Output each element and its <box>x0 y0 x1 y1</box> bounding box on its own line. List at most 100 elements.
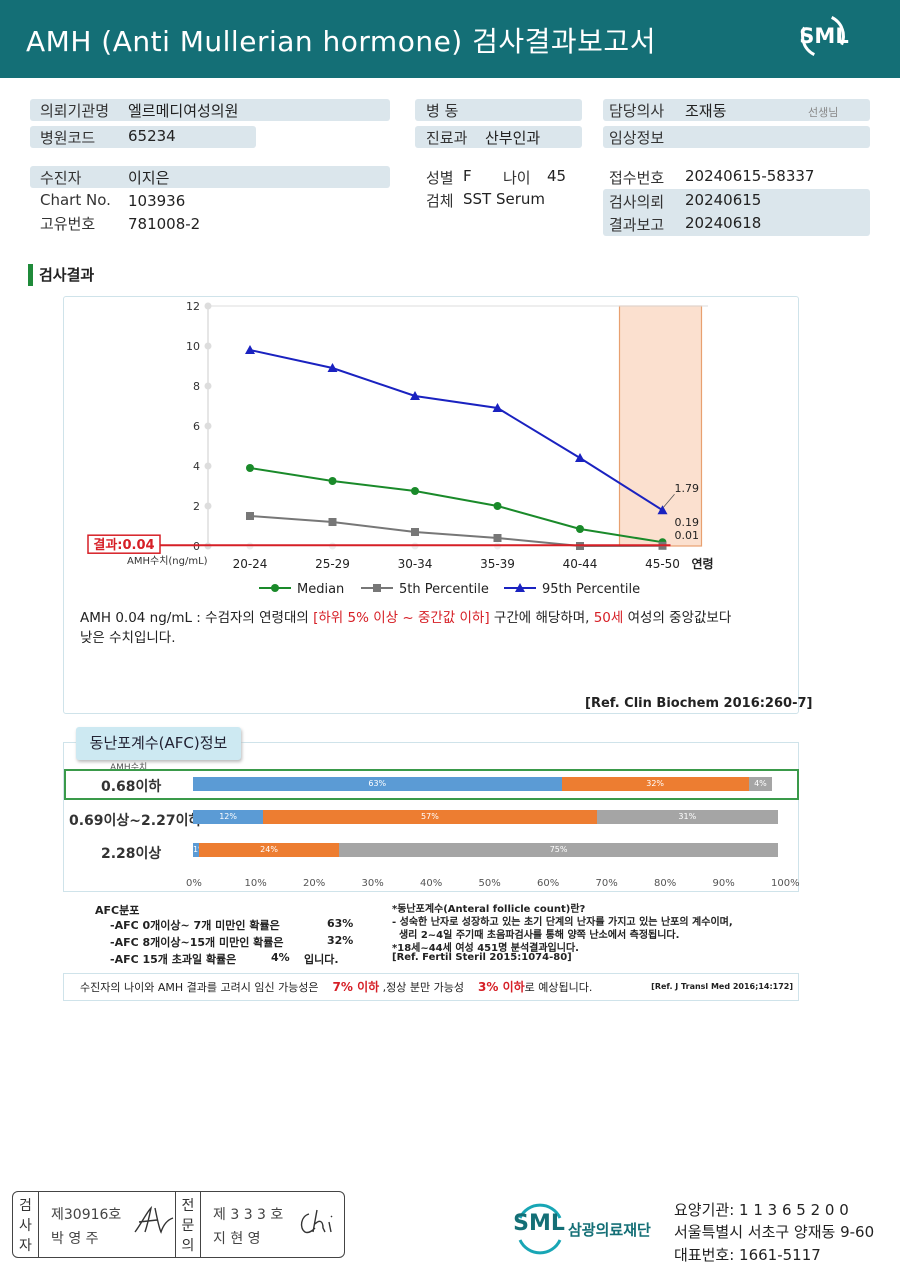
legend-label: 5th Percentile <box>399 582 489 597</box>
afc-note-line: - 성숙한 난자로 성장하고 있는 초기 단계의 난자를 가지고 있는 난포의 … <box>392 917 733 928</box>
y-axis-label: AMH수치(ng/mL) <box>127 555 208 567</box>
ward-row <box>415 99 582 121</box>
afc-x-tick: 100% <box>771 878 800 889</box>
chart-panel <box>63 296 799 714</box>
x-tick-label: 35-39 <box>480 557 515 571</box>
afc-row-label: 0.69이상~2.27이하 <box>69 813 202 829</box>
afc-note-line: 생리 2~4일 주기때 초음파검사를 통해 양쪽 난소에서 측정됩니다. <box>392 930 680 941</box>
afc-amh-header: AMH수치 <box>110 763 148 773</box>
afc-x-tick: 20% <box>303 878 326 889</box>
inspector-no: 제30916호 <box>51 1207 122 1223</box>
interpretation-ref: [Ref. Clin Biochem 2016:260-7] <box>585 696 813 711</box>
clinical-row <box>603 126 870 148</box>
ward-label: 병 동 <box>426 102 459 120</box>
receipt-value: 20240615-58337 <box>685 167 815 185</box>
doctor-label: 담당의사 <box>609 102 665 120</box>
name-value: 이지은 <box>128 169 170 187</box>
chart-value: 103936 <box>128 192 186 210</box>
footer-address: 서울특별시 서초구 양재동 9-60 <box>674 1223 875 1241</box>
id-label: 고유번호 <box>40 215 96 233</box>
specimen-value: SST Serum <box>463 190 546 208</box>
afc-note-line: [Ref. Fertil Steril 2015:1074-80] <box>392 952 572 963</box>
x-tick-label: 45-50 <box>645 557 680 571</box>
id-value: 781008-2 <box>128 215 201 233</box>
afc-segment: 57% <box>263 810 597 824</box>
institution-row <box>30 99 390 121</box>
code-row <box>30 126 256 148</box>
afc-dist-pct: 63% <box>327 917 354 930</box>
pregnancy-ref: [Ref. J Transl Med 2016;14:172] <box>651 982 793 991</box>
specialist-no: 제 3 3 3 호 <box>213 1207 284 1223</box>
data-point <box>575 453 585 462</box>
y-tick-label: 4 <box>193 460 200 473</box>
afc-segment: 63% <box>193 777 562 791</box>
age-label: 나이 <box>503 169 531 187</box>
sex-value: F <box>463 167 472 185</box>
age-value: 45 <box>547 167 567 185</box>
dept-value: 산부인과 <box>485 129 541 147</box>
afc-x-tick: 80% <box>654 878 677 889</box>
result-label-box <box>87 534 161 554</box>
y-tick-dot <box>204 382 212 390</box>
data-point <box>576 525 584 533</box>
legend-label: 95th Percentile <box>542 582 640 597</box>
specialist-name: 지 현 영 <box>213 1231 261 1247</box>
legend-marker <box>515 583 525 592</box>
sml-logo: SML <box>794 7 856 66</box>
afc-segment: 32% <box>561 777 749 791</box>
afc-x-tick: 60% <box>537 878 560 889</box>
afc-dist-title: AFC분포 <box>95 904 140 917</box>
sex-label: 성별 <box>426 169 454 187</box>
y-tick-dot <box>204 502 212 510</box>
data-label: 1.79 <box>675 482 700 495</box>
y-tick-dot <box>204 302 212 310</box>
data-label: 0.01 <box>675 529 700 542</box>
afc-dist-pct: 4% <box>271 951 290 964</box>
afc-note-line: *18세~44세 여성 451명 분석결과입니다. <box>392 943 579 954</box>
report-value: 20240618 <box>685 214 762 232</box>
series-line <box>249 467 663 544</box>
data-point <box>493 502 502 510</box>
specimen-label: 검체 <box>426 192 454 210</box>
afc-dist-tail: 입니다. <box>304 953 339 966</box>
afc-stack-bar: 1%24%75% <box>193 843 778 857</box>
afc-x-tick: 40% <box>420 878 443 889</box>
data-point <box>411 528 419 536</box>
label-leader <box>663 493 675 508</box>
afc-x-tick: 30% <box>361 878 384 889</box>
afc-x-tick: 10% <box>244 878 267 889</box>
name-label: 수진자 <box>40 169 82 187</box>
afc-result-highlight <box>64 769 799 800</box>
afc-dist-pct: 32% <box>327 934 354 947</box>
data-point <box>410 391 420 400</box>
clinical-label: 임상정보 <box>609 129 665 147</box>
afc-segment: 12% <box>193 810 264 824</box>
afc-dist-line: -AFC 15개 초과일 확률은 <box>110 953 237 966</box>
afc-panel <box>63 742 799 892</box>
code-value: 65234 <box>128 127 176 145</box>
y-tick-label: 2 <box>193 500 200 513</box>
doctor-value: 조재동 <box>685 102 727 120</box>
y-tick-label: 6 <box>193 420 200 433</box>
name-row <box>30 166 390 188</box>
afc-row-label: 2.28이상 <box>101 846 162 862</box>
y-tick-label: 0 <box>193 540 200 553</box>
x-tick-label: 20-24 <box>233 557 268 571</box>
data-point <box>328 477 337 485</box>
footer-logo: SML 삼광의료재단 <box>510 1198 670 1258</box>
sml-logo-icon <box>518 1203 562 1255</box>
x-tick-label: 25-29 <box>315 557 350 571</box>
highlight-band <box>618 305 703 547</box>
x-axis-label: 연령 <box>692 556 714 571</box>
afc-row-label: 0.68이하 <box>101 779 162 795</box>
y-tick-label: 10 <box>186 340 200 353</box>
inspector-signature <box>134 1205 174 1234</box>
data-label: 0.19 <box>675 516 700 529</box>
legend-label: Median <box>297 582 344 597</box>
afc-stack-bar: 12% 57% 31% <box>193 810 778 824</box>
data-point <box>246 512 254 520</box>
afc-dist-line: -AFC 8개이상~15개 미만인 확률은 <box>110 936 284 949</box>
report-title: AMH (Anti Mullerian hormone) 검사결과보고서 <box>26 25 656 58</box>
